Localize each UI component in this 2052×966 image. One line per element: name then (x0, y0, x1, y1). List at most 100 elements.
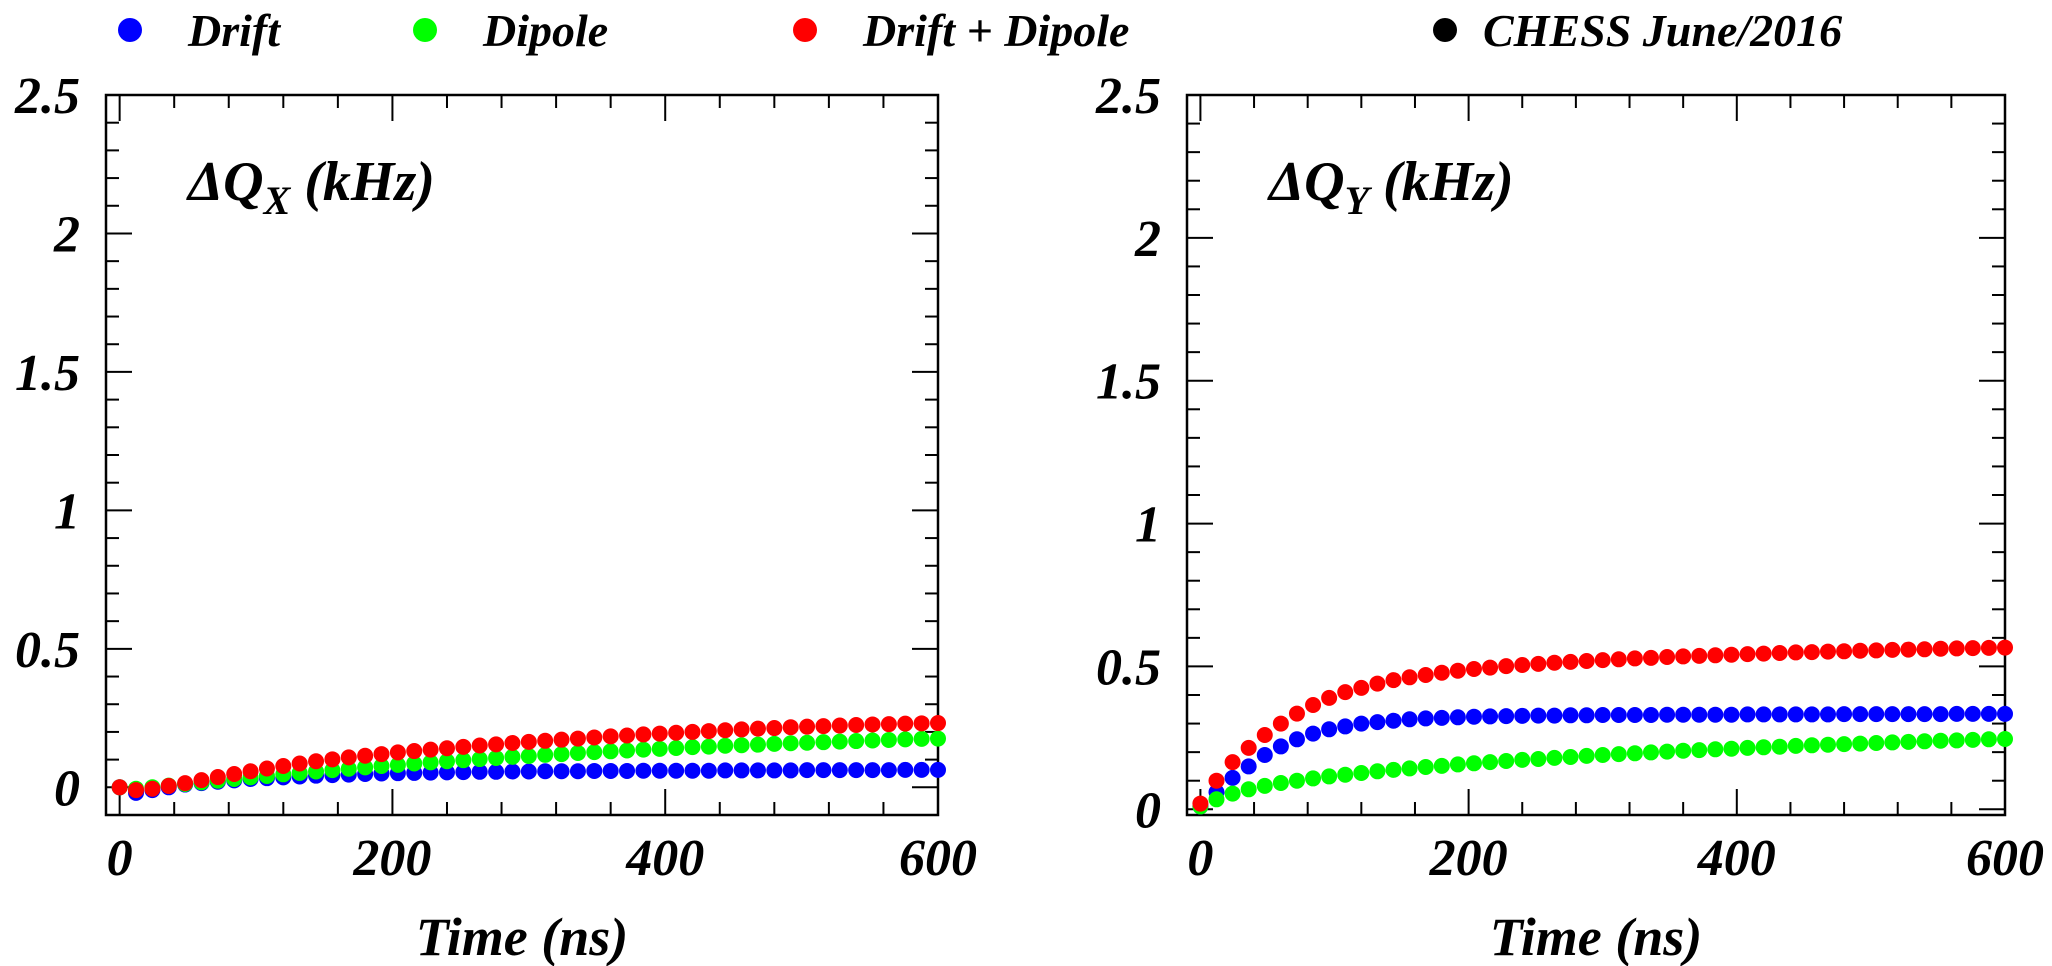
data-point (602, 743, 619, 760)
data-point (1916, 733, 1933, 750)
data-point (406, 755, 423, 772)
data-point (1369, 675, 1386, 692)
data-point (1546, 654, 1563, 671)
data-point (1755, 706, 1772, 723)
y-tick-label: 2 (1134, 211, 1161, 268)
data-point (864, 716, 881, 733)
data-point (455, 752, 472, 769)
data-point (1256, 777, 1273, 794)
data-point (831, 717, 848, 734)
data-point (1836, 643, 1853, 660)
panel-title: ΔQY (kHz) (1267, 151, 1514, 223)
data-point (1498, 658, 1515, 675)
data-point (1288, 772, 1305, 789)
data-point (1997, 731, 2013, 747)
data-point (422, 741, 439, 758)
data-point (1546, 707, 1563, 724)
data-point (880, 731, 897, 748)
data-point (651, 740, 668, 757)
data-point (913, 730, 930, 747)
data-point (766, 735, 783, 752)
data-point (1272, 738, 1289, 755)
data-point (1852, 706, 1869, 723)
legend: Drift Dipole Drift + Dipole CHESS June/2016 (118, 5, 1842, 56)
data-point (209, 769, 226, 786)
data-point (438, 753, 455, 770)
data-point (1562, 707, 1579, 724)
data-point (1819, 706, 1836, 723)
data-point (1948, 640, 1965, 657)
data-point (537, 746, 554, 763)
data-point (1192, 795, 1209, 812)
data-point (1240, 758, 1257, 775)
data-point (488, 736, 505, 753)
data-point (1449, 662, 1466, 679)
data-point (684, 723, 701, 740)
x-tick-label: 0 (1187, 830, 1213, 887)
data-point (144, 780, 161, 797)
data-point (1771, 738, 1788, 755)
data-point (1771, 645, 1788, 661)
data-point (766, 762, 783, 779)
data-point (455, 738, 472, 755)
data-point (455, 764, 472, 781)
data-point (553, 763, 570, 780)
data-point (438, 764, 455, 781)
data-point (1482, 708, 1499, 725)
data-point (1337, 718, 1354, 735)
data-point (1514, 707, 1531, 724)
data-point (1610, 651, 1627, 668)
y-tick-label: 1.5 (1096, 354, 1161, 411)
data-point (1465, 708, 1482, 725)
data-point (1385, 761, 1402, 778)
data-point (1337, 684, 1354, 701)
data-point (357, 747, 374, 764)
data-point (586, 744, 603, 761)
data-point (897, 715, 914, 732)
x-axis-label: Time (ns) (1490, 907, 1702, 966)
y-tick-label: 1 (1135, 497, 1161, 554)
data-point (848, 733, 865, 750)
data-point (848, 762, 865, 779)
data-point (1675, 706, 1692, 723)
data-point (1305, 725, 1322, 742)
data-point (831, 733, 848, 750)
data-point (782, 719, 799, 736)
legend-marker (118, 18, 142, 42)
x-tick-label: 400 (1697, 830, 1776, 887)
y-tick-label: 0 (1135, 782, 1161, 839)
data-point (520, 763, 537, 780)
data-point (897, 731, 914, 748)
y-tick-label: 2.5 (1095, 68, 1161, 125)
data-point (1707, 741, 1724, 758)
data-point (1482, 754, 1499, 771)
data-point (1321, 689, 1338, 706)
data-point (1980, 705, 1997, 722)
legend-item: CHESS June/2016 (1433, 5, 1842, 56)
data-point (1224, 785, 1241, 802)
data-point (275, 757, 292, 774)
data-point (1659, 706, 1676, 723)
data-point (553, 746, 570, 763)
data-point (471, 763, 488, 780)
data-point (651, 762, 668, 779)
data-point (700, 738, 717, 755)
legend-item: Drift + Dipole (793, 5, 1129, 56)
data-point (1819, 643, 1836, 660)
series-dipole (1192, 731, 2013, 815)
data-point (1626, 707, 1643, 723)
data-point (406, 743, 423, 760)
data-point (913, 715, 930, 732)
data-point (1964, 640, 1981, 657)
y-tick-label: 0 (54, 760, 80, 817)
data-point (815, 718, 832, 735)
data-point (537, 732, 554, 749)
data-point (1642, 707, 1659, 723)
data-point (1884, 734, 1901, 751)
data-point (1449, 756, 1466, 773)
data-point (749, 736, 766, 753)
data-point (668, 739, 685, 756)
data-point (1401, 669, 1418, 686)
data-point (128, 782, 145, 799)
data-point (1787, 706, 1804, 723)
